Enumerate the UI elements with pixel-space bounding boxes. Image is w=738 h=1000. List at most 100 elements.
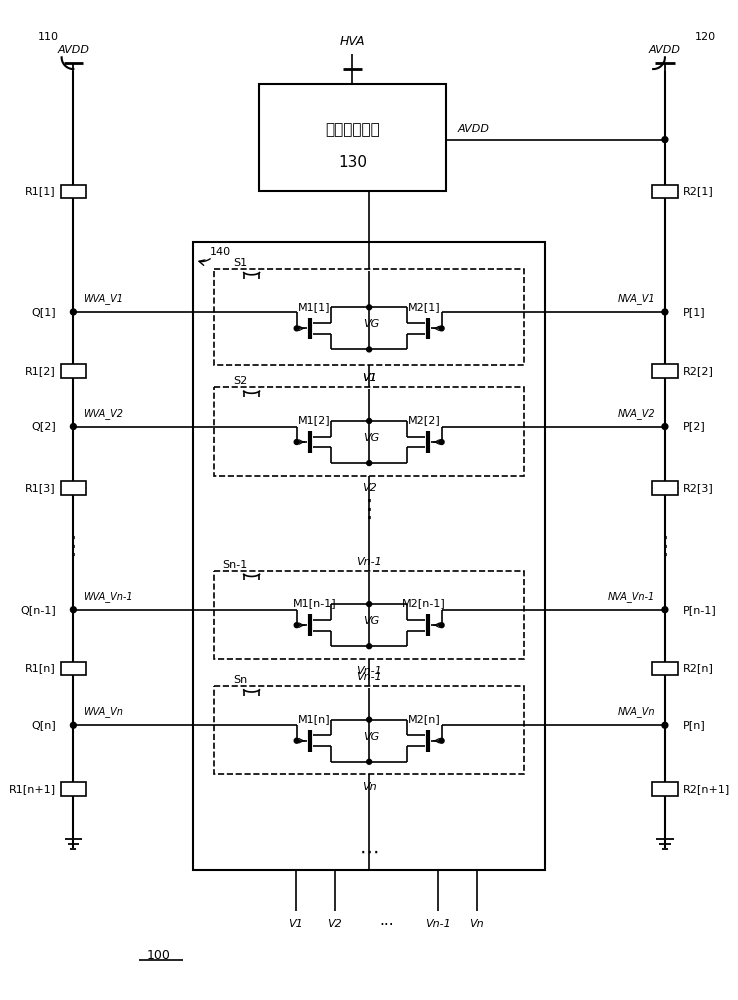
Text: V1: V1: [289, 919, 303, 929]
Text: P[2]: P[2]: [683, 422, 706, 432]
Circle shape: [367, 759, 372, 764]
Bar: [652, 782, 677, 796]
Text: M1[1]: M1[1]: [298, 302, 331, 312]
Bar: [61, 662, 86, 675]
Text: M1[2]: M1[2]: [298, 415, 331, 425]
Circle shape: [439, 326, 444, 331]
Text: ⋮: ⋮: [652, 535, 677, 559]
Bar: [193, 242, 545, 870]
Text: Vn: Vn: [362, 782, 376, 792]
Text: V2: V2: [328, 919, 342, 929]
Text: M1[n-1]: M1[n-1]: [292, 599, 336, 609]
Text: R2[n+1]: R2[n+1]: [683, 784, 730, 794]
Text: M2[n]: M2[n]: [407, 714, 441, 724]
Text: S2: S2: [233, 376, 248, 386]
Text: R2[2]: R2[2]: [683, 366, 714, 376]
Text: 140: 140: [210, 247, 231, 257]
Circle shape: [294, 738, 299, 743]
Circle shape: [367, 717, 372, 722]
Text: R1[2]: R1[2]: [25, 366, 56, 376]
Text: VG: VG: [363, 732, 379, 742]
Text: Vn-1: Vn-1: [356, 672, 382, 682]
Circle shape: [294, 440, 299, 444]
Circle shape: [662, 722, 668, 728]
Circle shape: [439, 440, 444, 444]
Text: Vn-1: Vn-1: [356, 666, 382, 676]
Bar: [652, 185, 677, 198]
Text: VG: VG: [363, 616, 379, 626]
Text: WVA_V1: WVA_V1: [83, 293, 123, 304]
Text: V2: V2: [362, 483, 376, 493]
Text: NVA_V1: NVA_V1: [618, 293, 655, 304]
Text: V1: V1: [362, 373, 376, 383]
Text: ⋮: ⋮: [61, 535, 86, 559]
Text: Sn: Sn: [233, 675, 248, 685]
Text: ...: ...: [379, 913, 393, 928]
Text: AVDD: AVDD: [458, 124, 489, 134]
Text: Q[2]: Q[2]: [31, 422, 56, 432]
Bar: [215, 387, 524, 476]
Text: NVA_Vn: NVA_Vn: [618, 707, 655, 717]
Bar: [215, 269, 524, 365]
Text: 110: 110: [38, 32, 59, 42]
Circle shape: [662, 309, 668, 315]
Text: R2[3]: R2[3]: [683, 483, 714, 493]
Text: 130: 130: [338, 155, 367, 170]
Text: R1[n+1]: R1[n+1]: [9, 784, 56, 794]
Text: ⋯: ⋯: [359, 843, 379, 862]
Text: R2[1]: R2[1]: [683, 186, 714, 196]
Bar: [215, 571, 524, 659]
Text: Q[1]: Q[1]: [31, 307, 56, 317]
Text: P[n]: P[n]: [683, 720, 706, 730]
Bar: [61, 782, 86, 796]
Text: 电平转换模块: 电平转换模块: [325, 122, 380, 137]
Text: WVA_Vn: WVA_Vn: [83, 707, 123, 717]
Text: R1[1]: R1[1]: [25, 186, 56, 196]
Circle shape: [294, 326, 299, 331]
Circle shape: [70, 607, 76, 613]
Circle shape: [662, 607, 668, 613]
Bar: [260, 84, 446, 191]
Text: WVA_Vn-1: WVA_Vn-1: [83, 591, 133, 602]
Circle shape: [367, 347, 372, 352]
Circle shape: [662, 137, 668, 143]
Text: P[n-1]: P[n-1]: [683, 605, 717, 615]
Text: AVDD: AVDD: [58, 45, 89, 55]
Circle shape: [367, 461, 372, 466]
Text: Sn-1: Sn-1: [222, 560, 248, 570]
Circle shape: [294, 623, 299, 628]
Text: AVDD: AVDD: [649, 45, 681, 55]
Text: Q[n-1]: Q[n-1]: [20, 605, 56, 615]
Text: Vn-1: Vn-1: [356, 557, 382, 567]
Text: VG: VG: [363, 319, 379, 329]
Text: Vn: Vn: [469, 919, 484, 929]
Circle shape: [70, 722, 76, 728]
Text: NVA_Vn-1: NVA_Vn-1: [608, 591, 655, 602]
Circle shape: [70, 309, 76, 315]
Bar: [652, 481, 677, 495]
Circle shape: [70, 424, 76, 429]
Text: VG: VG: [363, 433, 379, 443]
Text: 100: 100: [147, 949, 170, 962]
Text: R1[n]: R1[n]: [25, 663, 56, 673]
Circle shape: [367, 419, 372, 423]
Text: NVA_V2: NVA_V2: [618, 408, 655, 419]
Text: R1[3]: R1[3]: [25, 483, 56, 493]
Text: M2[2]: M2[2]: [407, 415, 441, 425]
Bar: [61, 481, 86, 495]
Bar: [61, 364, 86, 378]
Text: S1: S1: [234, 258, 248, 268]
Circle shape: [439, 738, 444, 743]
Circle shape: [367, 644, 372, 649]
Text: P[1]: P[1]: [683, 307, 706, 317]
Text: M1[n]: M1[n]: [298, 714, 331, 724]
Text: WVA_V2: WVA_V2: [83, 408, 123, 419]
Circle shape: [367, 602, 372, 607]
Text: M2[1]: M2[1]: [407, 302, 441, 312]
Bar: [215, 686, 524, 774]
Circle shape: [662, 424, 668, 429]
Text: Vn-1: Vn-1: [425, 919, 451, 929]
Circle shape: [439, 623, 444, 628]
Text: R2[n]: R2[n]: [683, 663, 714, 673]
Circle shape: [367, 305, 372, 310]
